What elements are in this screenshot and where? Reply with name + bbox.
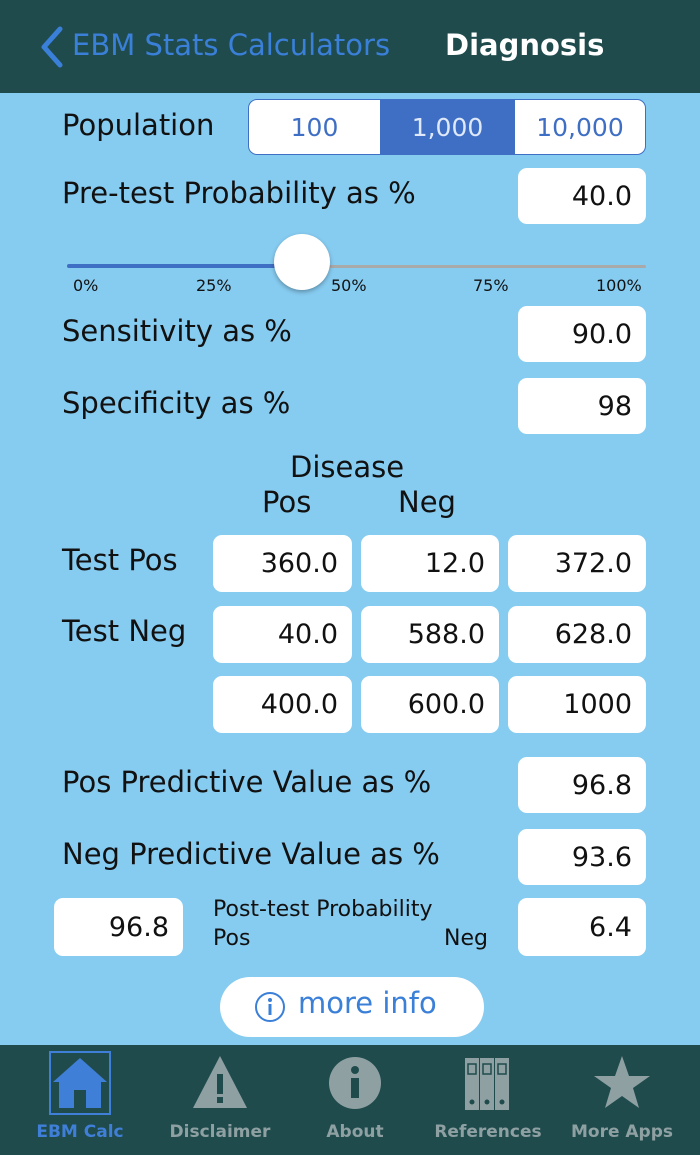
table-row-label: Test Neg	[62, 614, 187, 648]
tab-label[interactable]: EBM Calc	[36, 1122, 124, 1142]
column-label: Pos	[262, 485, 312, 519]
sensitivity-value[interactable]: 90.0	[518, 306, 646, 362]
table-cell: 372.0	[508, 535, 646, 592]
info-icon	[255, 992, 285, 1022]
slider-track	[67, 265, 646, 268]
specificity-value[interactable]: 98	[518, 378, 646, 434]
more-info-text[interactable]: more info	[298, 986, 437, 1020]
post-test-neg-label: Neg	[444, 926, 488, 951]
population-option[interactable]: 10,000	[514, 99, 646, 155]
tab-label[interactable]: References	[434, 1122, 542, 1142]
population-option[interactable]: 1,000	[381, 99, 514, 155]
table-cell: 12.0	[361, 535, 499, 592]
table-total: 1000	[508, 676, 646, 733]
slider-tick-label: 75%	[473, 276, 509, 295]
specificity-label: Specificity as %	[62, 386, 291, 420]
table-cell: 588.0	[361, 606, 499, 663]
table-cell: 360.0	[213, 535, 352, 592]
table-header: Disease	[290, 450, 405, 484]
tab-label[interactable]: About	[326, 1122, 384, 1142]
population-option[interactable]: 100	[248, 99, 381, 155]
slider-tick-label: 100%	[596, 276, 642, 295]
slider-fill	[67, 264, 302, 268]
tab-label[interactable]: Disclaimer	[169, 1122, 271, 1142]
post-test-label: Post-test Probability	[213, 897, 433, 922]
table-total: 600.0	[361, 676, 499, 733]
tab-icon[interactable]	[587, 1050, 657, 1116]
tab-icon[interactable]	[453, 1050, 523, 1116]
more-info-button[interactable]	[220, 977, 484, 1037]
column-label: Neg	[398, 485, 456, 519]
slider-thumb[interactable]	[274, 234, 330, 290]
table-total: 400.0	[213, 676, 352, 733]
npv-value[interactable]: 93.6	[518, 829, 646, 885]
sensitivity-label: Sensitivity as %	[62, 314, 292, 348]
tab-label[interactable]: More Apps	[570, 1122, 674, 1142]
pretest-value[interactable]: 40.0	[518, 168, 646, 224]
post-test-neg-value[interactable]: 6.4	[518, 898, 646, 956]
pretest-label: Pre-test Probability as %	[62, 176, 416, 210]
table-cell: 40.0	[213, 606, 352, 663]
population-label: Population	[62, 108, 215, 142]
post-test-pos-label: Pos	[213, 926, 251, 951]
screen-title: Diagnosis	[445, 28, 605, 62]
post-test-pos-value[interactable]: 96.8	[54, 898, 183, 956]
ppv-label: Pos Predictive Value as %	[62, 765, 432, 799]
npv-label: Neg Predictive Value as %	[62, 837, 440, 871]
tab-icon[interactable]	[45, 1050, 115, 1116]
slider-tick-label: 25%	[196, 276, 232, 295]
table-row-label: Test Pos	[62, 543, 178, 577]
slider-tick-label: 50%	[331, 276, 367, 295]
tab-icon[interactable]	[320, 1050, 390, 1116]
back-chevron[interactable]	[38, 25, 68, 69]
ppv-value[interactable]: 96.8	[518, 757, 646, 813]
header-bar	[0, 0, 700, 93]
tab-icon[interactable]	[185, 1050, 255, 1116]
slider-tick-label: 0%	[73, 276, 99, 295]
back-button[interactable]: EBM Stats Calculators	[72, 28, 391, 62]
table-cell: 628.0	[508, 606, 646, 663]
